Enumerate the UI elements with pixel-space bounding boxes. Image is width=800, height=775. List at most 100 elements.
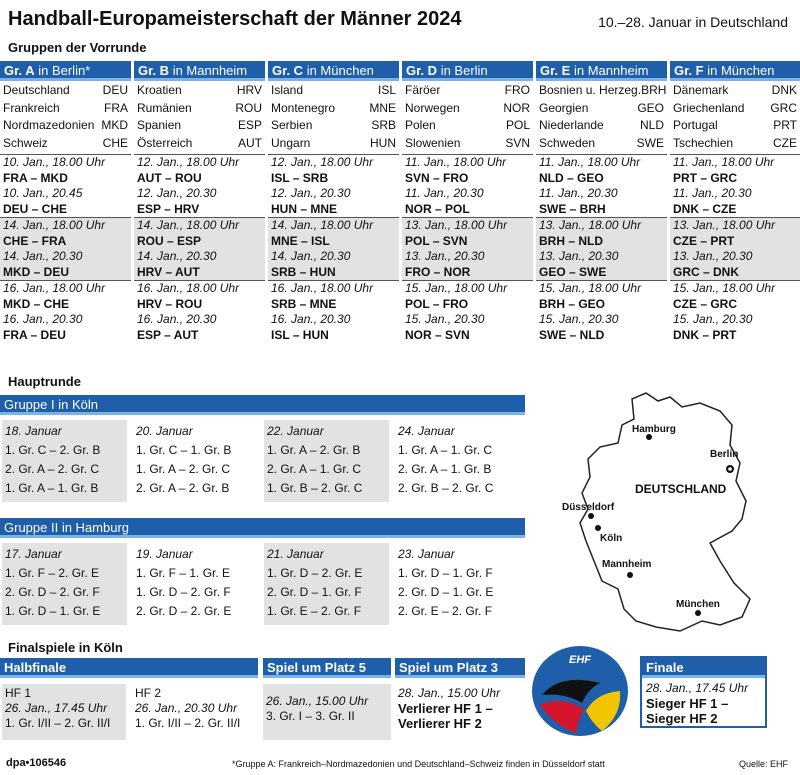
hf1-box: HF 1 26. Jan., 17.45 Uhr 1. Gr. I/II – 2… xyxy=(2,684,126,740)
match-pairing: GEO – SWE xyxy=(539,265,607,279)
match-date: 11. Jan., 20.30 xyxy=(673,186,752,200)
team-name: Montenegro xyxy=(271,100,336,115)
hauptrunde-date: 24. Januar xyxy=(398,424,455,438)
platz3-line2: Verlierer HF 2 xyxy=(398,716,482,731)
team-list: Bosnien u. Herzeg. BRH Georgien GEO Niederla… xyxy=(536,81,667,154)
team-row: Deutschland DEU xyxy=(3,82,128,100)
team-list: Färöer FRO Norwegen NOR Polen POL Slowenien SVN xyxy=(402,81,533,154)
group-column-4: Gr. D in Berlin Färöer FRO Norwegen NOR Polen… xyxy=(402,61,533,343)
match-pairing: HRV – ROU xyxy=(137,297,203,311)
match-date: 15. Jan., 20.30 xyxy=(539,312,619,326)
footnote: *Gruppe A: Frankreich–Nordmazedonien und… xyxy=(232,759,605,769)
team-row: Portugal PRT xyxy=(673,117,797,135)
match-date: 14. Jan., 20.30 xyxy=(271,249,351,263)
match-date: 15. Jan., 18.00 Uhr xyxy=(539,281,642,295)
matchday-block: 14. Jan., 18.00 Uhr MNE – ISL 14. Jan., 20… xyxy=(268,217,399,280)
matchday-block: 16. Jan., 18.00 Uhr HRV – ROU 16. Jan., 20… xyxy=(134,280,265,343)
team-name: Österreich xyxy=(137,135,193,150)
halbfinale-header: Halbfinale xyxy=(0,658,258,678)
group-name: Gr. D xyxy=(406,63,438,78)
hauptrunde-date: 23. Januar xyxy=(398,547,455,561)
match-pairing: FRA – MKD xyxy=(3,171,68,185)
hauptrunde-game: 2. Gr. A – 1. Gr. C xyxy=(267,462,362,476)
hauptrunde-game: 1. Gr. A – 2. Gr. C xyxy=(136,462,231,476)
match-date: 14. Jan., 20.30 xyxy=(3,249,83,263)
finale-date: 28. Jan., 17.45 Uhr xyxy=(646,681,749,695)
team-code: PRT xyxy=(773,118,797,132)
koeln-dot xyxy=(595,525,601,531)
matchday-block: 13. Jan., 18.00 Uhr POL – SVN 13. Jan., 20… xyxy=(402,217,533,280)
team-name: Polen xyxy=(405,118,436,132)
team-name: Niederlande xyxy=(539,118,604,132)
hauptrunde-game: 1. Gr. D – 1. Gr. F xyxy=(398,566,493,580)
match-pairing: ESP – HRV xyxy=(137,202,200,216)
hauptrunde-day: 19. Januar 1. Gr. F – 1. Gr. E 1. Gr. D – … xyxy=(133,543,258,625)
finale-line2: Sieger HF 2 xyxy=(646,711,718,726)
hauptrunde-day: 21. Januar 1. Gr. D – 2. Gr. E 2. Gr. D – … xyxy=(264,543,389,625)
match-pairing: SVN – FRO xyxy=(405,171,469,185)
matchday-block: 11. Jan., 18.00 Uhr PRT – GRC 11. Jan., 20… xyxy=(670,154,800,217)
finale-box: Finale 28. Jan., 17.45 Uhr Sieger HF 1 –… xyxy=(640,656,767,728)
team-code: ROU xyxy=(235,100,262,115)
match-pairing: DNK – PRT xyxy=(673,328,737,342)
match-pairing: NOR – SVN xyxy=(405,328,470,342)
team-code: BRH xyxy=(641,83,667,97)
hauptrunde-game: 1. Gr. D – 1. Gr. E xyxy=(5,604,101,618)
hauptrunde-game: 1. Gr. F – 1. Gr. E xyxy=(136,566,231,580)
match-date: 15. Jan., 18.00 Uhr xyxy=(405,281,508,295)
team-row: Dänemark DNK xyxy=(673,82,797,100)
group-city: in München xyxy=(306,63,374,78)
match-date: 16. Jan., 18.00 Uhr xyxy=(137,281,240,295)
match-pairing: SWE – NLD xyxy=(539,328,605,342)
match-pairing: HUN – MNE xyxy=(271,202,338,216)
matchday-block: 13. Jan., 18.00 Uhr CZE – PRT 13. Jan., 20… xyxy=(670,217,800,280)
dpa-id: dpa•106546 xyxy=(6,757,67,769)
match-pairing: SRB – MNE xyxy=(271,297,337,311)
hauptrunde-day: 23. Januar 1. Gr. D – 1. Gr. F 2. Gr. D – … xyxy=(395,543,520,625)
finale-header: Finale xyxy=(642,658,765,678)
hauptrunde-heading: Hauptrunde xyxy=(8,374,81,389)
platz5-game: 3. Gr. I – 3. Gr. II xyxy=(266,709,355,723)
vorrunde-heading: Gruppen der Vorrunde xyxy=(8,40,147,55)
team-name: Schweiz xyxy=(3,135,48,150)
group-header: Gr. B in Mannheim xyxy=(134,61,265,81)
team-name: Bosnien u. Herzeg. xyxy=(539,83,642,97)
matchday-block: 11. Jan., 18.00 Uhr SVN – FRO 11. Jan., 20… xyxy=(402,154,533,217)
team-row: Polen POL xyxy=(405,117,530,135)
tournament-dates: 10.–28. Januar in Deutschland xyxy=(598,14,788,30)
team-code: CHE xyxy=(102,135,128,150)
team-name: Dänemark xyxy=(673,83,729,97)
team-code: DEU xyxy=(102,83,128,97)
team-name: Serbien xyxy=(271,118,313,132)
hauptrunde-game: 2. Gr. D – 2. Gr. E xyxy=(136,604,232,618)
match-pairing: ISL – SRB xyxy=(271,171,329,185)
matchday-block: 14. Jan., 18.00 Uhr CHE – FRA 14. Jan., 20… xyxy=(0,217,131,280)
hauptrunde-game: 1. Gr. D – 2. Gr. F xyxy=(136,585,231,599)
match-date: 13. Jan., 18.00 Uhr xyxy=(673,218,776,232)
hauptrunde-group-name: Gruppe II xyxy=(4,520,59,535)
team-row: Norwegen NOR xyxy=(405,100,530,118)
hauptrunde-date: 19. Januar xyxy=(136,547,193,561)
muenchen-dot xyxy=(695,610,701,616)
map-label-mannheim: Mannheim xyxy=(602,559,652,570)
matchday-block: 12. Jan., 18.00 Uhr ISL – SRB 12. Jan., 20… xyxy=(268,154,399,217)
hauptrunde-day: 17. Januar 1. Gr. F – 2. Gr. E 2. Gr. D – … xyxy=(2,543,127,625)
team-row: Rumänien ROU xyxy=(137,100,262,118)
match-pairing: MKD – CHE xyxy=(3,297,70,311)
team-row: Tschechien CZE xyxy=(673,135,797,153)
matchday-block: 13. Jan., 18.00 Uhr BRH – NLD 13. Jan., 20… xyxy=(536,217,667,280)
hauptrunde-game: 1. Gr. C – 1. Gr. B xyxy=(136,443,232,457)
map-label-country: DEUTSCHLAND xyxy=(635,482,727,496)
group-column-2: Gr. B in Mannheim Kroatien HRV Rumänien ROU S… xyxy=(134,61,265,343)
hauptrunde-game: 2. Gr. B – 2. Gr. C xyxy=(398,481,494,495)
team-name: Norwegen xyxy=(405,100,460,115)
match-pairing: SWE – BRH xyxy=(539,202,606,216)
matchday-block: 15. Jan., 18.00 Uhr BRH – GEO 15. Jan., 20… xyxy=(536,280,667,343)
group-column-6: Gr. F in München Dänemark DNK Griechenland G… xyxy=(670,61,800,343)
group-name: Gr. F xyxy=(674,63,704,78)
team-code: ESP xyxy=(237,118,262,132)
team-name: Schweden xyxy=(539,135,596,150)
hf2-date: 26. Jan., 20.30 Uhr xyxy=(135,701,238,715)
group-column-1: Gr. A in Berlin* Deutschland DEU Frankreich… xyxy=(0,61,131,343)
match-date: 16. Jan., 20.30 xyxy=(3,312,83,326)
